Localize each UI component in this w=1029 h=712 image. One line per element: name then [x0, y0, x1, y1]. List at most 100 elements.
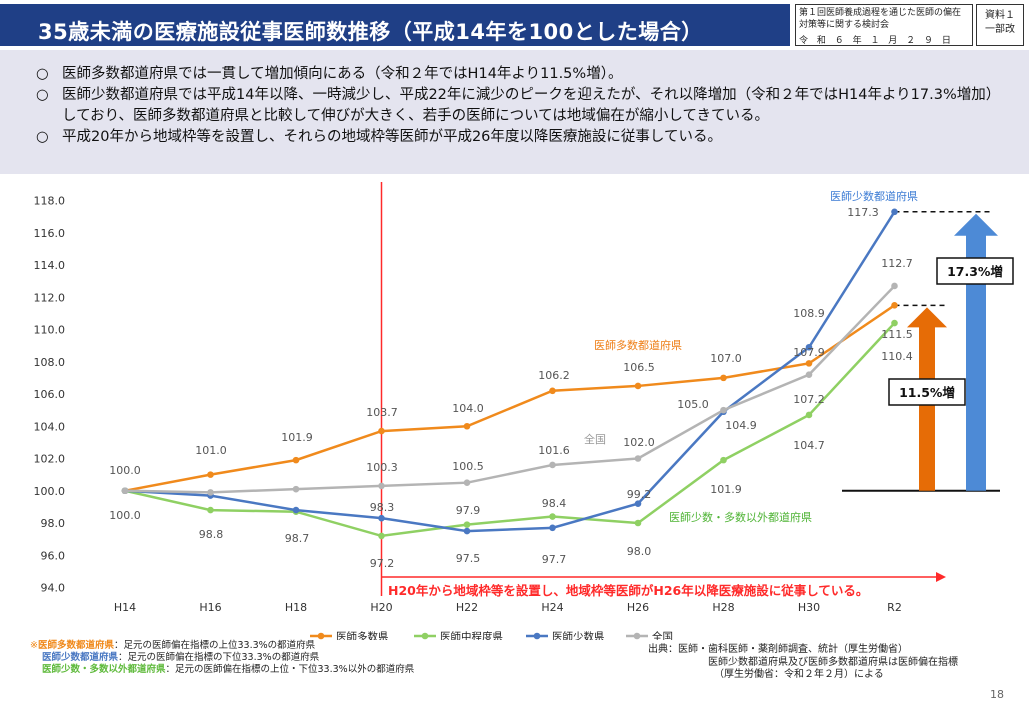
data-label: 104.7 — [793, 439, 825, 452]
data-label: 100.3 — [366, 461, 398, 474]
series-annotation: 医師少数都道府県 — [830, 189, 918, 203]
y-tick-label: 110.0 — [34, 324, 66, 337]
series-annotation: 全国 — [584, 432, 606, 446]
page-title: 35歳未満の医療施設従事医師数推移（平成14年を100とした場合） — [38, 20, 703, 44]
data-label: 97.7 — [542, 553, 567, 566]
data-label: 98.4 — [542, 497, 567, 510]
footnote-text: ：足元の医師偏在指標の下位33.3%の都道府県 — [118, 652, 320, 663]
series-annotation: 医師多数都道府県 — [594, 338, 682, 352]
footnote-line: ※医師多数都道府県：足元の医師偏在指標の上位33.3%の都道府県 — [30, 640, 414, 652]
data-label: 99.2 — [627, 488, 652, 501]
data-point — [634, 519, 642, 527]
data-label: 104.9 — [725, 419, 757, 432]
footnote-mark: ※ — [30, 640, 38, 651]
footnote-label: 医師少数都道府県 — [42, 652, 119, 663]
data-label: 107.0 — [710, 352, 742, 365]
data-point — [805, 411, 813, 419]
y-tick-label: 118.0 — [34, 195, 66, 208]
data-point — [292, 456, 300, 464]
bullet-mark: ○ — [36, 87, 49, 103]
footnotes: ※医師多数都道府県：足元の医師偏在指標の上位33.3%の都道府県 医師少数都道府… — [30, 640, 414, 676]
summary-text: 医師少数都道府県では平成14年以降、一時減少し、平成22年に減少のピークを迎えた… — [62, 87, 1001, 124]
page-number: 18 — [990, 688, 1004, 701]
legend-entry: 医師多数県 — [336, 630, 389, 640]
data-point — [891, 319, 898, 327]
data-label: 101.0 — [195, 444, 227, 457]
data-point — [292, 506, 300, 514]
series-line — [124, 211, 896, 533]
summary-box: ○ 医師多数都道府県では一貫して増加傾向にある（令和２年ではH14年より11.5… — [0, 50, 1029, 174]
series-line — [124, 322, 896, 538]
data-label: 108.9 — [793, 307, 825, 320]
increase-box-few — [936, 257, 1014, 285]
legend-swatch-point — [317, 632, 325, 640]
data-label: 106.5 — [623, 361, 655, 374]
data-point — [378, 482, 385, 490]
y-tick-label: 96.0 — [41, 549, 66, 562]
data-label: 110.4 — [881, 350, 913, 363]
data-label: 102.0 — [623, 436, 655, 449]
data-label: 101.6 — [538, 444, 570, 457]
policy-arrow-head — [936, 572, 946, 582]
footnote-text: ：足元の医師偏在指標の上位33.3%の都道府県 — [113, 640, 316, 651]
data-label: 107.2 — [793, 393, 825, 406]
data-point — [720, 406, 727, 414]
data-point — [463, 527, 471, 535]
data-label: 103.7 — [366, 406, 398, 419]
data-point — [378, 427, 385, 435]
footnote-line: 医師少数都道府県：足元の医師偏在指標の下位33.3%の都道府県 — [30, 652, 414, 664]
summary-item: ○ 医師少数都道府県では平成14年以降、一時減少し、平成22年に減少のピークを迎… — [36, 85, 1009, 127]
x-tick-label: H28 — [712, 601, 734, 614]
legend-entry: 全国 — [652, 630, 673, 640]
data-label: 98.8 — [199, 528, 224, 541]
bullet-mark: ○ — [36, 129, 49, 145]
data-point — [891, 208, 898, 216]
data-point — [805, 371, 813, 378]
title-bar: 35歳未満の医療施設従事医師数推移（平成14年を100とした場合） — [0, 4, 790, 46]
data-label: 117.3 — [847, 206, 879, 219]
footnote-label: 医師多数都道府県 — [37, 640, 114, 651]
data-label: 100.0 — [109, 464, 141, 477]
document-label: 資料１ — [985, 10, 1015, 21]
data-point — [463, 521, 471, 528]
data-label: 101.9 — [710, 483, 742, 496]
series-line — [124, 285, 896, 494]
data-label: 100.0 — [109, 509, 141, 522]
data-label: 106.2 — [538, 369, 570, 382]
x-tick-label: H24 — [541, 601, 563, 614]
y-tick-label: 114.0 — [34, 259, 66, 272]
data-label: 101.9 — [281, 431, 313, 444]
policy-note: H20年から地域枠等を設置し、地域枠等医師がH26年以降医療施設に従事している。 — [388, 583, 868, 598]
summary-text: 平成20年から地域枠等を設置し、それらの地域枠等医師が平成26年度以降医療施設に… — [62, 129, 722, 145]
data-point — [805, 360, 813, 367]
series-annotation: 医師少数・多数以外都道府県 — [669, 510, 812, 524]
x-tick-label: H26 — [627, 601, 649, 614]
data-point — [463, 479, 471, 486]
y-tick-label: 102.0 — [34, 453, 66, 466]
data-label: 107.9 — [793, 346, 825, 359]
footnote-label: 医師少数・多数以外都道府県 — [42, 664, 166, 675]
bullet-mark: ○ — [36, 66, 49, 82]
data-point — [634, 382, 642, 390]
data-point — [891, 302, 898, 309]
legend-swatch-point — [421, 632, 429, 640]
data-label: 111.5 — [881, 328, 913, 341]
y-tick-label: 94.0 — [41, 582, 66, 595]
y-tick-label: 98.0 — [41, 517, 66, 530]
footnote-line: 医師少数・多数以外都道府県：足元の医師偏在指標の上位・下位33.3%以外の都道府… — [30, 664, 414, 676]
data-point — [549, 513, 556, 520]
y-tick-label: 112.0 — [34, 291, 66, 304]
data-point — [805, 343, 813, 351]
data-point — [292, 485, 300, 493]
summary-item: ○ 医師多数都道府県では一貫して増加傾向にある（令和２年ではH14年より11.5… — [36, 64, 1009, 85]
y-tick-label: 100.0 — [34, 485, 66, 498]
y-tick-label: 116.0 — [34, 227, 66, 240]
data-point — [463, 422, 471, 430]
x-tick-label: H30 — [798, 601, 820, 614]
data-point — [207, 471, 214, 478]
summary-item: ○ 平成20年から地域枠等を設置し、それらの地域枠等医師が平成26年度以降医療施… — [36, 127, 1009, 148]
source-note: 出典：医師・歯科医師・薬剤師調査、統計（厚生労働省） 医師少数都道府県及び医師多… — [648, 644, 958, 682]
data-point — [207, 506, 214, 514]
x-tick-label: H14 — [114, 601, 136, 614]
data-label: 97.9 — [456, 504, 481, 517]
